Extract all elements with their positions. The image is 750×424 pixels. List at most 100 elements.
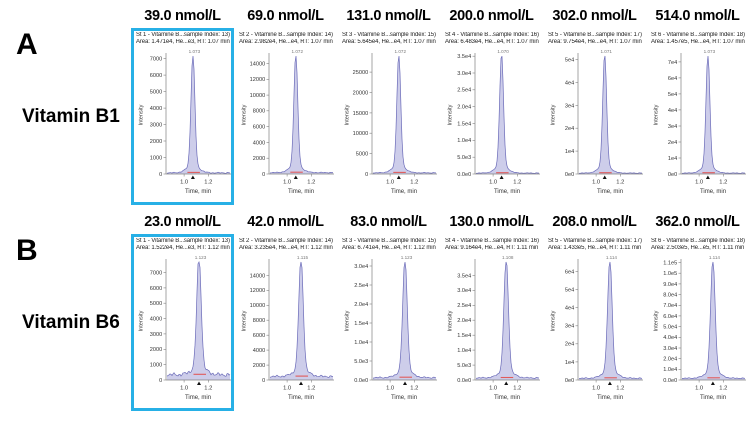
rt-marker-icon — [602, 175, 607, 179]
y-axis-title: Intensity — [448, 104, 454, 125]
y-tick-label: 0 — [365, 172, 368, 178]
y-tick-label: 9.0e4 — [663, 282, 677, 288]
peak-rt-label: 1.070 — [497, 49, 509, 54]
y-axis-title: Intensity — [139, 104, 145, 125]
chromatogram-trace — [475, 56, 540, 174]
y-axis-title: Intensity — [551, 310, 557, 331]
y-tick-label: 2000 — [253, 363, 265, 369]
y-tick-label: 0 — [159, 378, 162, 384]
x-axis-title: Time, min — [597, 189, 623, 195]
y-tick-label: 2e4 — [668, 140, 677, 146]
y-axis-title: Intensity — [654, 310, 660, 331]
chromatogram-cell: 208.0 nmol/L St 5 - Vitamine B...sample I… — [543, 214, 646, 411]
y-tick-label: 1000 — [150, 155, 162, 161]
y-tick-label: 2000 — [150, 347, 162, 353]
x-tick-label: 1.2 — [719, 180, 727, 186]
y-tick-label: 5000 — [150, 301, 162, 307]
panel-header-line2: Area: 9.754e4, He...e4, RT: 1.07 min — [548, 39, 642, 45]
y-tick-label: 14000 — [250, 273, 266, 279]
y-tick-label: 4000 — [253, 140, 265, 146]
y-tick-label: 1.0e5 — [663, 271, 677, 277]
y-tick-label: 0.0e0 — [354, 378, 368, 384]
panel-header-line1: St 1 - Vitamine B...sample Index: 13) — [136, 32, 230, 38]
chromatogram-cell: 23.0 nmol/L St 1 - Vitamine B...sample In… — [131, 214, 234, 411]
panel-header-line2: Area: 1.457e5, He...e4, RT: 1.07 min — [651, 39, 745, 45]
chromatogram-panel: St 5 - Vitamine B...sample Index: 17) Are… — [543, 28, 646, 205]
y-tick-label: 2.5e4 — [457, 303, 471, 309]
chromatogram-trace — [578, 261, 643, 380]
y-tick-label: 0 — [159, 172, 162, 178]
concentration-title: 131.0 nmol/L — [346, 8, 431, 24]
y-tick-label: 3000 — [150, 332, 162, 338]
x-tick-label: 1.0 — [283, 180, 291, 186]
x-tick-label: 1.0 — [592, 180, 600, 186]
panel-header-line1: St 2 - Vitamine B...sample Index: 14) — [239, 32, 333, 38]
peak-area-fill — [682, 262, 745, 380]
y-axis-title: Intensity — [345, 104, 351, 125]
chromatogram-plot: 0.0e0 5.0e3 1.0e4 1.5e4 2.0e4 2.5e4 3.0e4 3.5e4… — [448, 49, 540, 195]
y-tick-label: 12000 — [250, 77, 266, 83]
y-tick-label: 3.0e4 — [663, 346, 677, 352]
concentration-title: 302.0 nmol/L — [552, 8, 637, 24]
peak-area-fill — [270, 262, 333, 380]
peak-area-fill — [476, 262, 539, 380]
peak-area-fill — [373, 56, 436, 174]
y-tick-label: 7.0e4 — [663, 303, 677, 309]
chromatogram-plot: 0.0e0 5.0e3 1.0e4 1.5e4 2.0e4 2.5e4 3.0e4 1.0 1.… — [345, 255, 437, 401]
rt-marker-icon — [499, 175, 504, 179]
chromatogram-panel: St 5 - Vitamine B...sample Index: 17) Are… — [543, 234, 646, 411]
y-tick-label: 6000 — [150, 286, 162, 292]
chromatogram-cell: 69.0 nmol/L St 2 - Vitamine B...sample In… — [234, 8, 337, 205]
y-tick-label: 5.0e4 — [663, 325, 677, 331]
y-tick-label: 0.0e0 — [663, 378, 677, 384]
concentration-title: 362.0 nmol/L — [655, 214, 740, 230]
section-b-label: B — [16, 234, 38, 267]
peak-area-fill — [476, 56, 539, 175]
peak-rt-label: 1.073 — [189, 49, 201, 54]
chromatogram-panel: St 6 - Vitamine B...sample Index: 18) Are… — [646, 28, 749, 205]
y-tick-label: 6000 — [253, 125, 265, 131]
rt-marker-icon — [705, 175, 710, 179]
x-tick-label: 1.2 — [513, 386, 521, 392]
y-tick-label: 1.1e5 — [663, 261, 677, 267]
y-tick-label: 3.0e4 — [457, 71, 471, 77]
chromatogram-trace — [269, 261, 334, 378]
y-axis-title: Intensity — [345, 310, 351, 331]
y-tick-label: 1.0e4 — [457, 138, 471, 144]
y-tick-label: 5.0e3 — [457, 363, 471, 369]
x-tick-label: 1.0 — [180, 180, 188, 186]
peak-rt-label: 1.123 — [195, 255, 207, 260]
chromatogram-panel: St 4 - Vitamine B...sample Index: 16) Are… — [440, 28, 543, 205]
chromatogram-plot: 0 5000 10000 15000 20000 25000 1.0 1.2 Time, min… — [345, 49, 437, 195]
x-axis-title: Time, min — [700, 189, 726, 195]
x-tick-label: 1.2 — [410, 180, 418, 186]
panel-header-line2: Area: 1.471e4, He...e3, RT: 1.07 min — [136, 39, 230, 45]
y-tick-label: 6.0e4 — [663, 314, 677, 320]
rt-marker-icon — [607, 381, 612, 385]
x-axis-title: Time, min — [391, 189, 417, 195]
peak-rt-label: 1.123 — [401, 255, 413, 260]
chromatogram-cell: 514.0 nmol/L St 6 - Vitamine B...sample I… — [646, 8, 749, 205]
rt-marker-icon — [504, 381, 509, 385]
y-tick-label: 2.0e4 — [457, 105, 471, 111]
concentration-title: 514.0 nmol/L — [655, 8, 740, 24]
y-tick-label: 3.5e4 — [457, 54, 471, 60]
peak-area-fill — [167, 262, 230, 380]
panel-header-line2: Area: 3.235e4, He...e4, RT: 1.12 min — [239, 245, 333, 251]
chromatogram-cell: 131.0 nmol/L St 3 - Vitamine B...sample I… — [337, 8, 440, 205]
concentration-title: 83.0 nmol/L — [350, 214, 427, 230]
y-tick-label: 2.5e4 — [354, 283, 368, 289]
chromatogram-cell: 39.0 nmol/L St 1 - Vitamine B...sample In… — [131, 8, 234, 205]
x-tick-label: 1.0 — [695, 386, 703, 392]
chromatogram-panel-highlighted: St 1 - Vitamine B...sample Index: 13) Are… — [131, 234, 234, 411]
chromatogram-trace — [578, 55, 643, 174]
y-tick-label: 2000 — [150, 139, 162, 145]
y-tick-label: 3000 — [150, 122, 162, 128]
chromatogram-plot: 0e0 1e4 2e4 3e4 4e4 5e4 6e4 7e4 1.0 1.2 Time, min I… — [654, 49, 746, 195]
y-tick-label: 4.0e4 — [663, 335, 677, 341]
y-tick-label: 0 — [262, 172, 265, 178]
y-axis-title: Intensity — [139, 310, 145, 331]
chromatogram-cell: 302.0 nmol/L St 5 - Vitamine B...sample I… — [543, 8, 646, 205]
y-tick-label: 0e0 — [565, 378, 574, 384]
